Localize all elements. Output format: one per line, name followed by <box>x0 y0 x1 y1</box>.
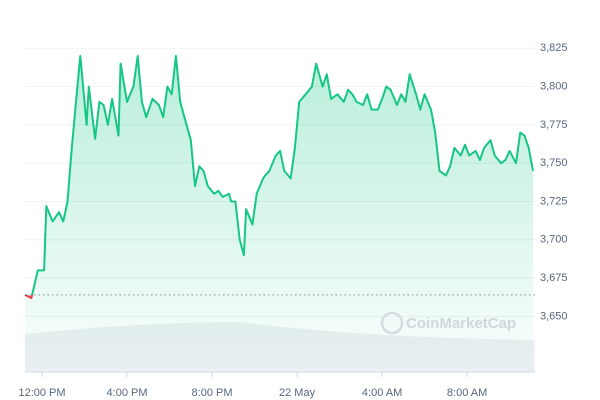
x-tick-label: 4:00 PM <box>107 387 148 399</box>
x-tick-label: 8:00 AM <box>447 387 487 399</box>
y-tick-label: 3,675 <box>540 272 568 284</box>
x-tick-label: 4:00 AM <box>362 387 402 399</box>
x-tick-label: 12:00 PM <box>18 387 65 399</box>
watermark: CoinMarketCap <box>380 311 516 335</box>
y-tick-label: 3,725 <box>540 195 568 207</box>
y-tick-label: 3,700 <box>540 234 568 246</box>
y-tick-label: 3,650 <box>540 310 568 322</box>
watermark-text: CoinMarketCap <box>406 315 516 332</box>
x-tick-label: 22 May <box>279 387 316 399</box>
area <box>25 56 533 370</box>
price-line <box>24 55 534 295</box>
x-tick-label: 8:00 PM <box>192 387 233 399</box>
y-tick-label: 3,750 <box>540 157 568 169</box>
y-tick-label: 3,775 <box>540 119 568 131</box>
y-tick-label: 3,825 <box>540 42 568 54</box>
y-tick-label: 3,800 <box>540 81 568 93</box>
